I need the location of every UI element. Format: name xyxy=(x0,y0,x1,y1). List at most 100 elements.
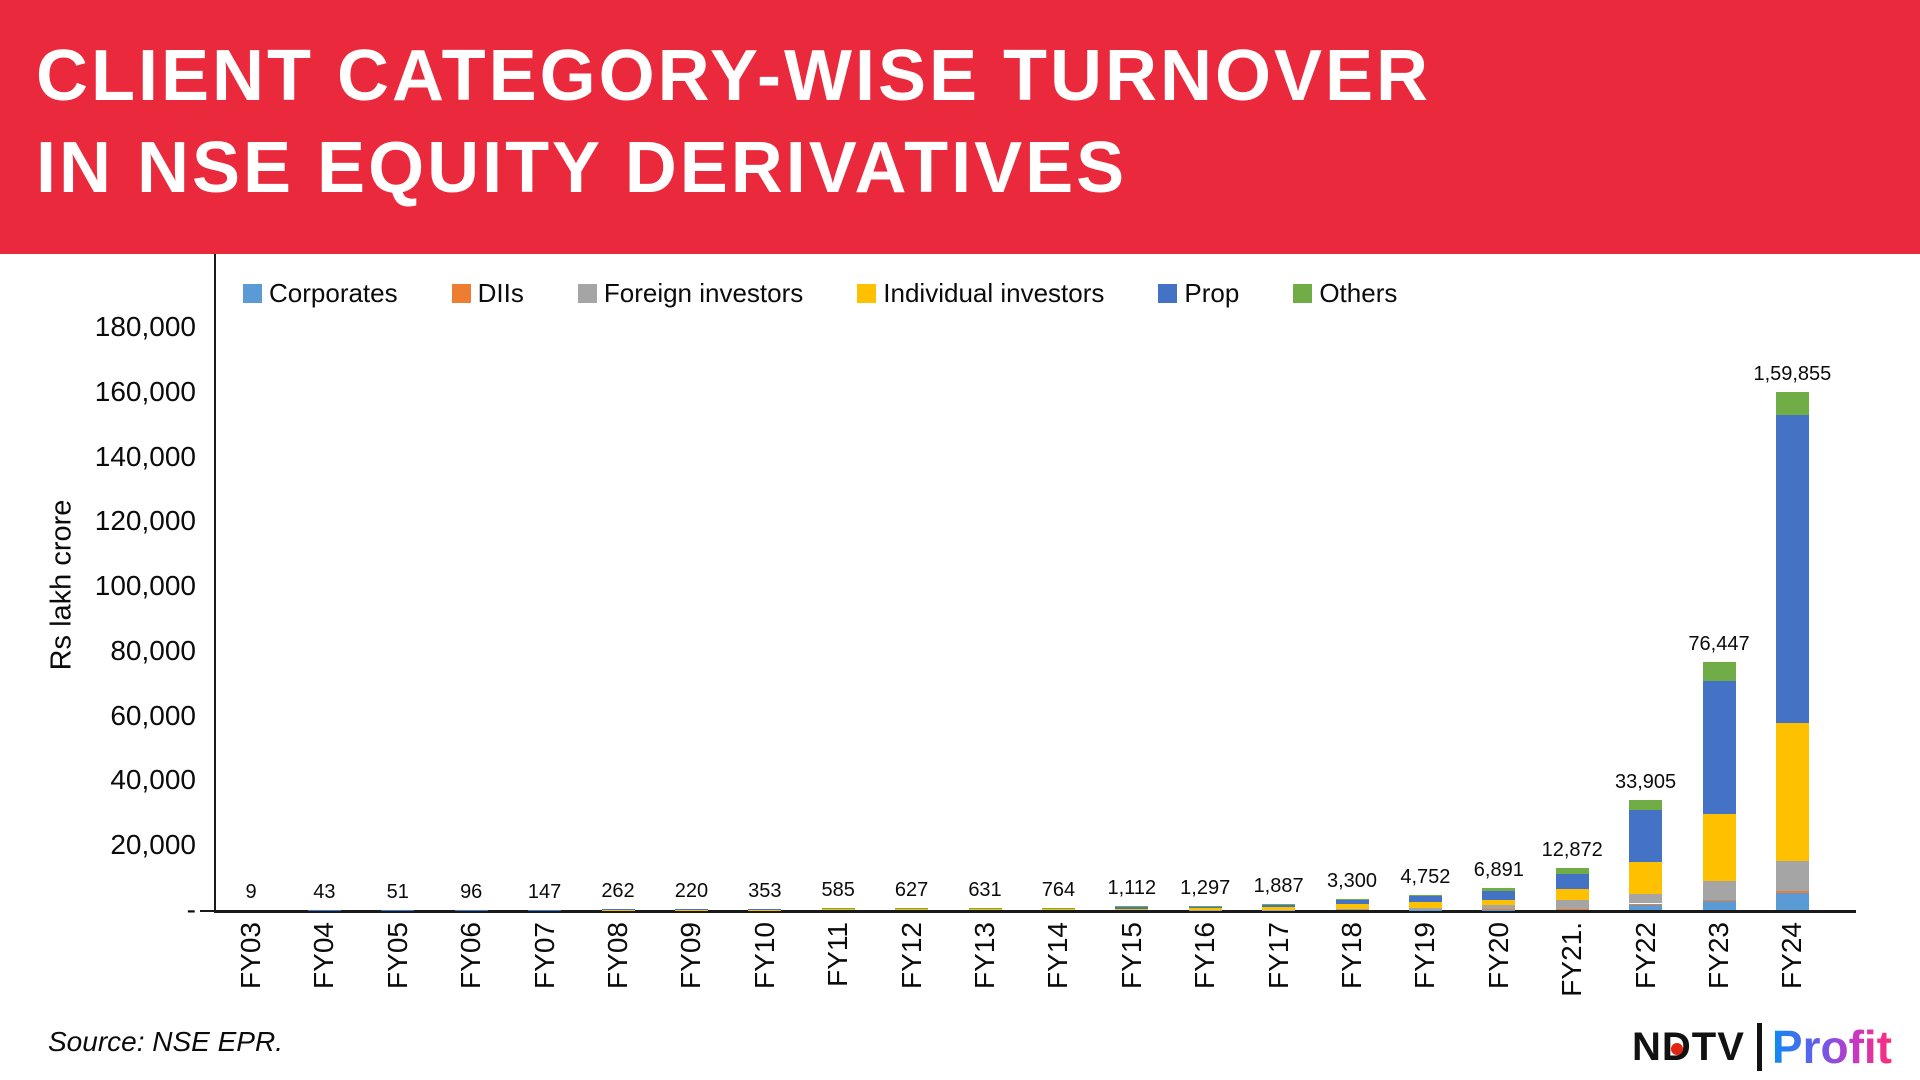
bar-segment-fy21-corporates xyxy=(1555,909,1589,910)
bar-segment-fy23-corporates xyxy=(1702,900,1736,910)
bar-total-label-fy21: 12,872 xyxy=(1541,839,1603,862)
bar-segment-fy19-individual-investors xyxy=(1408,902,1442,909)
y-tick-label-140-000: 140,000 xyxy=(94,440,196,472)
chart-legend: Corporates DIIs Foreign investors Individua… xyxy=(243,278,1397,309)
legend-swatch-corporates xyxy=(243,284,262,303)
bar-segment-fy10-prop xyxy=(748,908,782,910)
legend-label-prop: Prop xyxy=(1184,278,1240,308)
source-note: Source: NSE EPR. xyxy=(48,1026,283,1057)
bar-total-label-fy11: 585 xyxy=(821,879,855,902)
legend-item-prop: Prop xyxy=(1158,278,1239,309)
bar-segment-fy24-corporates xyxy=(1775,892,1809,910)
legend-label-corporates: Corporates xyxy=(269,278,398,308)
x-tick-label-fy09: FY09 xyxy=(675,922,707,989)
ndtv-letter-n: N xyxy=(1631,1024,1662,1069)
bar-total-label-fy04: 43 xyxy=(313,880,336,903)
ndtv-profit-logo: NDTV Profit xyxy=(1632,1020,1892,1074)
ndtv-red-dot-icon xyxy=(1670,1042,1683,1055)
bar-total-label-fy13: 631 xyxy=(968,878,1002,901)
bar-segment-fy12-prop xyxy=(895,908,929,910)
legend-item-foreign-investors: Foreign investors xyxy=(577,278,804,309)
bar-segment-fy24-prop xyxy=(1775,414,1809,724)
x-tick-label-fy16: FY16 xyxy=(1189,922,1221,989)
x-tick-label-fy20: FY20 xyxy=(1482,922,1514,989)
bar-total-label-fy17: 1,887 xyxy=(1253,874,1304,897)
legend-label-individual-investors: Individual investors xyxy=(883,278,1105,308)
page-title-line2: IN NSE EQUITY DERIVATIVES xyxy=(36,128,1128,208)
bar-segment-fy22-prop xyxy=(1629,810,1663,863)
bar-segment-fy23-individual-investors xyxy=(1702,813,1736,881)
x-tick-label-fy11: FY11 xyxy=(822,922,854,987)
bar-segment-fy21-others xyxy=(1555,868,1589,874)
ndtv-letters-tv: TV xyxy=(1691,1024,1745,1069)
y-tick-label-160-000: 160,000 xyxy=(94,375,196,407)
bar-segment-fy21-prop xyxy=(1555,873,1589,890)
logo-separator-bar xyxy=(1756,1023,1762,1071)
legend-item-corporates: Corporates xyxy=(243,278,398,309)
x-tick-label-fy18: FY18 xyxy=(1336,922,1367,989)
y-tick-label-120-000: 120,000 xyxy=(94,505,196,537)
bar-segment-fy14-prop xyxy=(1041,907,1075,910)
bar-total-label-fy24: 1,59,855 xyxy=(1753,363,1832,386)
bar-segment-fy20-foreign-investors xyxy=(1482,905,1516,910)
bar-segment-fy22-individual-investors xyxy=(1629,862,1663,895)
x-tick-label-fy12: FY12 xyxy=(895,922,927,989)
axis-origin-tick xyxy=(200,910,214,912)
bar-segment-fy19-foreign-investors xyxy=(1408,908,1442,910)
bar-segment-fy22-corporates xyxy=(1629,903,1663,910)
bar-segment-fy13-prop xyxy=(968,908,1002,910)
bar-segment-fy22-others xyxy=(1629,800,1663,811)
bar-segment-fy24-others xyxy=(1775,392,1809,415)
y-tick-label-20-000: 20,000 xyxy=(110,829,196,861)
legend-swatch-foreign-investors xyxy=(577,284,597,303)
x-tick-label-fy19: FY19 xyxy=(1409,922,1441,989)
x-tick-label-fy14: FY14 xyxy=(1042,922,1074,989)
bar-segment-fy18-prop xyxy=(1335,900,1369,905)
bar-total-label-fy23: 76,447 xyxy=(1688,633,1750,656)
bar-segment-fy20-others xyxy=(1482,887,1516,892)
legend-item-diis: DIIs xyxy=(451,278,524,309)
page-title-line1: CLIENT CATEGORY-WISE TURNOVER xyxy=(36,36,1432,116)
legend-label-foreign-investors: Foreign investors xyxy=(603,278,804,308)
x-tick-label-fy04: FY04 xyxy=(308,922,340,989)
y-axis-line xyxy=(214,254,216,912)
ndtv-letter-d: D xyxy=(1662,1025,1692,1070)
x-tick-label-fy17: FY17 xyxy=(1262,922,1294,989)
bar-total-label-fy06: 96 xyxy=(460,880,483,903)
y-tick-label-40-000: 40,000 xyxy=(110,764,196,796)
bar-segment-fy14-individual-investors xyxy=(1041,909,1075,910)
bar-total-label-fy08: 262 xyxy=(601,880,635,903)
bar-total-label-fy10: 353 xyxy=(748,879,782,902)
bar-total-label-fy18: 3,300 xyxy=(1326,870,1378,893)
bar-segment-fy24-individual-investors xyxy=(1775,723,1809,861)
y-tick-label-100-000: 100,000 xyxy=(94,570,196,602)
bar-segment-fy17-prop xyxy=(1262,904,1296,907)
legend-label-diis: DIIs xyxy=(477,278,524,308)
bar-segment-fy12-individual-investors xyxy=(895,909,929,910)
bar-segment-fy23-others xyxy=(1702,662,1736,681)
legend-item-individual-investors: Individual investors xyxy=(857,278,1104,309)
legend-swatch-others xyxy=(1293,284,1313,303)
bar-segment-fy15-individual-investors xyxy=(1115,908,1149,910)
x-tick-label-fy07: FY07 xyxy=(528,922,560,989)
title-banner: CLIENT CATEGORY-WISE TURNOVER IN NSE EQU… xyxy=(0,0,1920,254)
bar-total-label-fy22: 33,905 xyxy=(1615,771,1677,794)
legend-label-others: Others xyxy=(1319,278,1398,308)
bar-total-label-fy05: 51 xyxy=(386,880,409,903)
bar-segment-fy18-individual-investors xyxy=(1335,904,1369,910)
bar-segment-fy11-individual-investors xyxy=(821,909,855,910)
y-tick-label-80-000: 80,000 xyxy=(110,634,196,666)
x-tick-label-fy05: FY05 xyxy=(381,922,413,989)
bar-segment-fy23-prop xyxy=(1702,680,1736,814)
x-tick-label-fy13: FY13 xyxy=(969,922,1000,989)
y-tick-label-180-000: 180,000 xyxy=(94,311,196,342)
x-tick-label-fy21: FY21. xyxy=(1556,922,1588,997)
bar-segment-fy16-individual-investors xyxy=(1188,908,1222,910)
bar-segment-fy23-foreign-investors xyxy=(1702,881,1736,900)
x-tick-label-fy06: FY06 xyxy=(455,922,487,989)
bar-segment-fy16-prop xyxy=(1188,906,1222,909)
bar-total-label-fy09: 220 xyxy=(674,880,709,903)
bar-segment-fy21-foreign-investors xyxy=(1555,899,1589,910)
bar-total-label-fy19: 4,752 xyxy=(1400,865,1451,888)
